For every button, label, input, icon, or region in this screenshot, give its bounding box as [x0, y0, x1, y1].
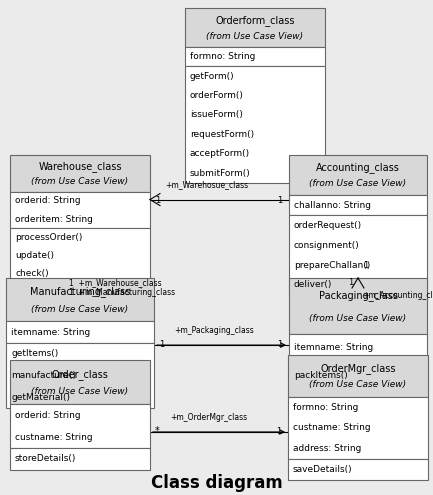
Bar [10, 404, 150, 448]
Text: update(): update() [15, 251, 54, 260]
Text: (from Use Case View): (from Use Case View) [207, 32, 304, 41]
Bar [6, 343, 154, 408]
Text: manufacture(): manufacture() [11, 371, 76, 380]
Bar [6, 278, 154, 321]
Text: Order_class: Order_class [52, 369, 108, 380]
Bar [289, 155, 427, 195]
Text: check(): check() [15, 269, 48, 278]
Text: acceptForm(): acceptForm() [190, 149, 250, 158]
Bar [288, 355, 428, 396]
Text: itemname: String: itemname: String [294, 344, 373, 352]
Text: processOrder(): processOrder() [15, 233, 82, 242]
Text: submitForm(): submitForm() [190, 169, 251, 178]
Text: +m_Packaging_class: +m_Packaging_class [174, 326, 254, 335]
Bar [289, 362, 427, 390]
Bar [185, 8, 325, 47]
Bar [185, 47, 325, 66]
Text: 1: 1 [276, 427, 281, 436]
Text: custname: String: custname: String [293, 423, 371, 433]
Text: 1  +m_Warehouse_class: 1 +m_Warehouse_class [69, 278, 162, 287]
Text: challanno: String: challanno: String [294, 200, 371, 209]
Text: 1  +m_Manufacturing_class: 1 +m_Manufacturing_class [69, 288, 175, 297]
Text: Accounting_class: Accounting_class [316, 162, 400, 173]
Text: requestForm(): requestForm() [190, 130, 254, 139]
Text: (from Use Case View): (from Use Case View) [32, 177, 129, 186]
Text: Warehouse_class: Warehouse_class [38, 161, 122, 172]
Text: *: * [155, 426, 160, 436]
Bar [289, 278, 427, 334]
Text: orderForm(): orderForm() [190, 91, 244, 100]
Text: prepareChallan(): prepareChallan() [294, 260, 370, 269]
Text: orderRequest(): orderRequest() [294, 220, 362, 230]
Text: 1: 1 [159, 340, 164, 349]
Bar [289, 195, 427, 215]
Text: saveDetails(): saveDetails() [293, 465, 352, 474]
Bar [289, 334, 427, 362]
Text: orderitem: String: orderitem: String [15, 214, 93, 224]
Text: +m_OrderMgr_class: +m_OrderMgr_class [170, 413, 247, 422]
Text: orderid: String: orderid: String [15, 410, 81, 419]
Text: orderid: String: orderid: String [15, 196, 81, 205]
Bar [10, 360, 150, 404]
Bar [10, 155, 150, 192]
Text: (from Use Case View): (from Use Case View) [310, 314, 407, 323]
Text: (from Use Case View): (from Use Case View) [32, 305, 129, 314]
Text: 1: 1 [155, 196, 160, 204]
Text: storeDetails(): storeDetails() [15, 454, 76, 463]
Text: 1: 1 [363, 261, 368, 270]
Text: Orderform_class: Orderform_class [215, 15, 295, 26]
Text: getForm(): getForm() [190, 72, 235, 81]
Text: 1: 1 [277, 196, 282, 204]
Text: deliver(): deliver() [294, 281, 333, 290]
Text: getMaterial(): getMaterial() [11, 393, 70, 401]
Text: Class diagram: Class diagram [151, 474, 282, 492]
Text: (from Use Case View): (from Use Case View) [32, 387, 129, 396]
Text: OrderMgr_class: OrderMgr_class [320, 363, 396, 374]
Bar [288, 396, 428, 459]
Text: (from Use Case View): (from Use Case View) [310, 179, 407, 188]
Text: Packaging_class: Packaging_class [319, 291, 397, 301]
Text: formno: String: formno: String [293, 402, 359, 411]
Text: 1: 1 [277, 340, 282, 349]
Bar [10, 228, 150, 283]
Text: itemname: String: itemname: String [11, 328, 90, 337]
Text: formno: String: formno: String [190, 52, 255, 61]
Bar [289, 215, 427, 295]
Text: issueForm(): issueForm() [190, 110, 243, 119]
Bar [6, 321, 154, 343]
Bar [10, 448, 150, 470]
Text: packItems(): packItems() [294, 372, 348, 381]
Bar [10, 192, 150, 228]
Text: getItems(): getItems() [11, 349, 58, 358]
Text: +m_Warehosue_class: +m_Warehosue_class [165, 181, 248, 190]
Text: custname: String: custname: String [15, 433, 93, 442]
Text: Manufacturing_class: Manufacturing_class [30, 287, 130, 297]
Text: 1: 1 [348, 278, 353, 287]
Bar [185, 66, 325, 183]
Text: (from Use Case View): (from Use Case View) [310, 381, 407, 390]
Text: consignment(): consignment() [294, 241, 360, 249]
Text: address: String: address: String [293, 444, 362, 453]
Text: +m_Accounting_class: +m_Accounting_class [362, 291, 433, 300]
Bar [288, 459, 428, 480]
